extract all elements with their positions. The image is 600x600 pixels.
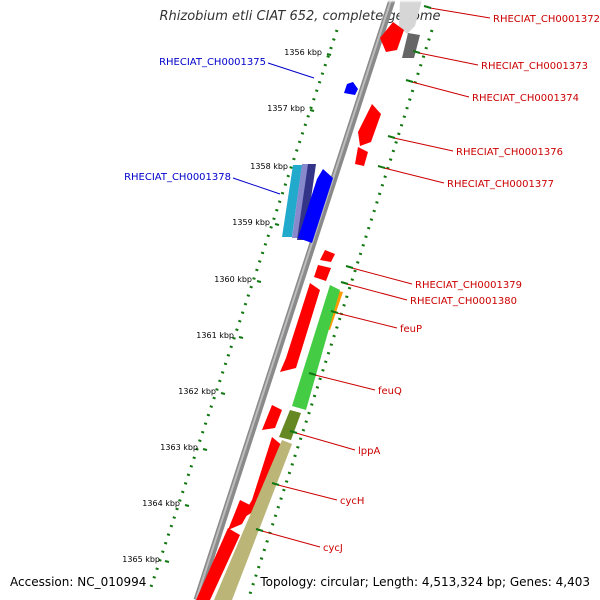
gene-label-RHECIAT_CH0001372[interactable]: RHECIAT_CH0001372	[493, 14, 600, 25]
gene-label-RHECIAT_CH0001377[interactable]: RHECIAT_CH0001377	[447, 179, 554, 190]
guide-tick	[289, 430, 298, 434]
guide-tick	[308, 372, 317, 376]
gene-RHECIAT_CH0001372[interactable]	[399, 0, 422, 34]
accession-label: Accession: NC_010994	[10, 575, 147, 589]
gene-RHECIAT_CH0001372-red[interactable]	[380, 22, 404, 52]
ruler-tick	[309, 109, 315, 112]
gene-label-RHECIAT_CH0001380[interactable]: RHECIAT_CH0001380	[410, 296, 517, 307]
gene-label-cycJ[interactable]: cycJ	[323, 543, 343, 554]
reverse-genes	[282, 82, 358, 243]
gene-label-RHECIAT_CH0001374[interactable]: RHECIAT_CH0001374	[472, 93, 579, 104]
ruler-label: 1357 kbp	[267, 104, 305, 113]
leader-line	[314, 374, 376, 391]
title-backdrop	[0, 0, 600, 3]
guide-tick	[412, 50, 421, 54]
gene-RHECIAT_CH0001378-navy[interactable]	[297, 164, 316, 240]
gene-red-1364[interactable]	[228, 500, 252, 530]
gene-blue-large[interactable]	[298, 169, 333, 243]
gene-label-cycH[interactable]: cycH	[340, 496, 364, 507]
leader-line	[232, 177, 281, 195]
forward-guide-line	[338, 29, 434, 319]
leader-line	[418, 52, 479, 66]
leader-line	[295, 432, 356, 451]
ruler-tick	[164, 560, 170, 563]
gene-RHECIAT_CH0001374[interactable]	[358, 104, 381, 146]
gene-red-1363[interactable]	[240, 437, 284, 520]
gene-red-1361[interactable]	[280, 283, 320, 372]
ruler-tick	[238, 336, 244, 339]
guide-tick	[377, 165, 386, 169]
ruler-label: 1363 kbp	[160, 443, 198, 452]
gene-RHECIAT_CH0001373[interactable]	[402, 33, 420, 58]
gene-label-RHECIAT_CH0001376[interactable]: RHECIAT_CH0001376	[456, 147, 563, 158]
leader-line	[351, 267, 413, 285]
ruler-tick	[202, 448, 208, 451]
gene-feuQ[interactable]	[292, 285, 340, 410]
map-title: Rhizobium etli CIAT 652, complete genome	[159, 9, 441, 24]
guide-tick	[340, 281, 349, 285]
backbone	[193, 0, 396, 600]
guide-tick	[330, 310, 339, 314]
gene-label-RHECIAT_CH0001378[interactable]: RHECIAT_CH0001378	[124, 172, 231, 183]
leader-line	[277, 484, 338, 501]
gene-RHECIAT_CH0001379[interactable]	[320, 250, 335, 262]
leader-line	[336, 312, 398, 329]
gene-lppA[interactable]	[279, 410, 301, 440]
gene-label-RHECIAT_CH0001379[interactable]: RHECIAT_CH0001379	[415, 280, 522, 291]
ruler-tick	[220, 392, 226, 395]
leader-line	[383, 167, 445, 184]
ruler-tick	[184, 504, 190, 507]
leader-line	[411, 81, 470, 98]
guide-tick	[271, 482, 280, 486]
leader-line	[267, 62, 315, 79]
ruler-label: 1356 kbp	[284, 48, 322, 57]
ruler-label: 1361 kbp	[196, 331, 234, 340]
gene-RHECIAT_CH0001378-cyan[interactable]	[282, 165, 302, 237]
ruler-label: 1358 kbp	[250, 162, 288, 171]
ruler-tick	[326, 53, 332, 56]
guide-tick	[423, 5, 432, 9]
guide-tick	[345, 265, 354, 269]
ruler-tick	[274, 223, 280, 226]
guide-tick	[255, 528, 264, 532]
ruler-label: 1364 kbp	[142, 499, 180, 508]
ruler-tick	[256, 280, 262, 283]
gene-red-1365[interactable]	[196, 528, 240, 600]
gene-red-1362[interactable]	[262, 405, 282, 430]
gene-RHECIAT_CH0001376[interactable]	[355, 147, 368, 166]
gene-RHECIAT_CH0001380[interactable]	[314, 265, 331, 281]
guide-tick	[405, 79, 414, 83]
leader-line	[346, 283, 408, 301]
genome-summary: Topology: circular; Length: 4,513,324 bp…	[260, 575, 590, 589]
ruler-label: 1359 kbp	[232, 218, 270, 227]
guide-tick	[387, 135, 396, 139]
gene-label-feuQ[interactable]: feuQ	[378, 386, 402, 397]
gene-label-RHECIAT_CH0001375[interactable]: RHECIAT_CH0001375	[159, 57, 266, 68]
gene-cycH[interactable]	[214, 440, 292, 600]
ruler-label: 1365 kbp	[122, 555, 160, 564]
leader-line	[429, 7, 491, 19]
gene-RHECIAT_CH0001375[interactable]	[344, 82, 358, 95]
ruler-label: 1362 kbp	[178, 387, 216, 396]
ruler-label: 1360 kbp	[214, 275, 252, 284]
gene-label-RHECIAT_CH0001373[interactable]: RHECIAT_CH0001373	[481, 61, 588, 72]
gene-label-lppA[interactable]: lppA	[358, 446, 380, 457]
gene-label-feuP[interactable]: feuP	[400, 324, 422, 335]
leader-line	[393, 137, 454, 152]
leader-line	[261, 530, 321, 548]
